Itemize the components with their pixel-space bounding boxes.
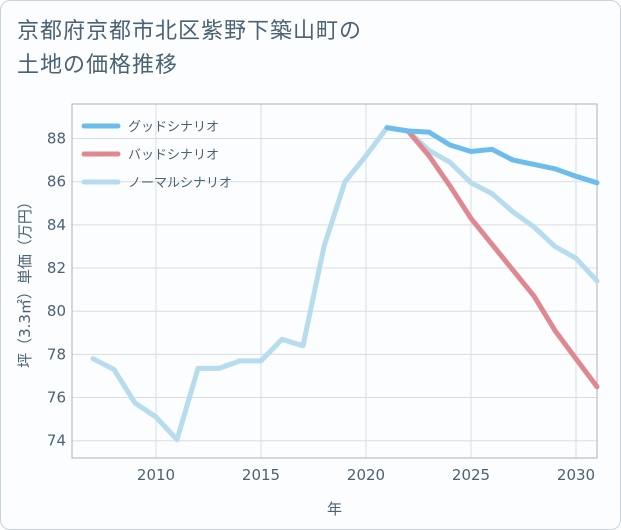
tick-labels: 2010 2015 2020 2025 2030 74 76 78 80 82 84 86 88 <box>47 130 595 484</box>
grid <box>72 104 597 458</box>
legend-label-2: ノーマルシナリオ <box>128 176 232 191</box>
series-lines <box>90 125 600 443</box>
legend-label-0: グッドシナリオ <box>128 120 219 135</box>
y-tick-label: 74 <box>47 432 66 450</box>
y-tick-label: 86 <box>47 173 66 191</box>
x-tick-label: 2025 <box>452 466 490 484</box>
x-tick-label: 2030 <box>557 466 595 484</box>
page-title: 京都府京都市北区紫野下築山町の 土地の価格推移 <box>17 19 363 78</box>
y-axis-label: 坪（3.3㎡）単価（万円） <box>16 194 34 368</box>
series-line-1 <box>384 125 600 390</box>
y-tick-label: 76 <box>47 389 66 407</box>
y-tick-label: 80 <box>47 302 66 320</box>
x-tick-label: 2020 <box>347 466 385 484</box>
series-line-0 <box>384 125 600 186</box>
legend-label-1: バッドシナリオ <box>128 148 219 163</box>
x-tick-label: 2010 <box>137 466 175 484</box>
y-tick-label: 88 <box>47 130 66 148</box>
x-axis-label: 年 <box>327 500 342 518</box>
x-tick-label: 2015 <box>242 466 280 484</box>
y-tick-label: 82 <box>47 259 66 277</box>
y-tick-label: 84 <box>47 216 66 234</box>
y-tick-label: 78 <box>47 345 66 363</box>
series-line-2 <box>90 125 600 443</box>
